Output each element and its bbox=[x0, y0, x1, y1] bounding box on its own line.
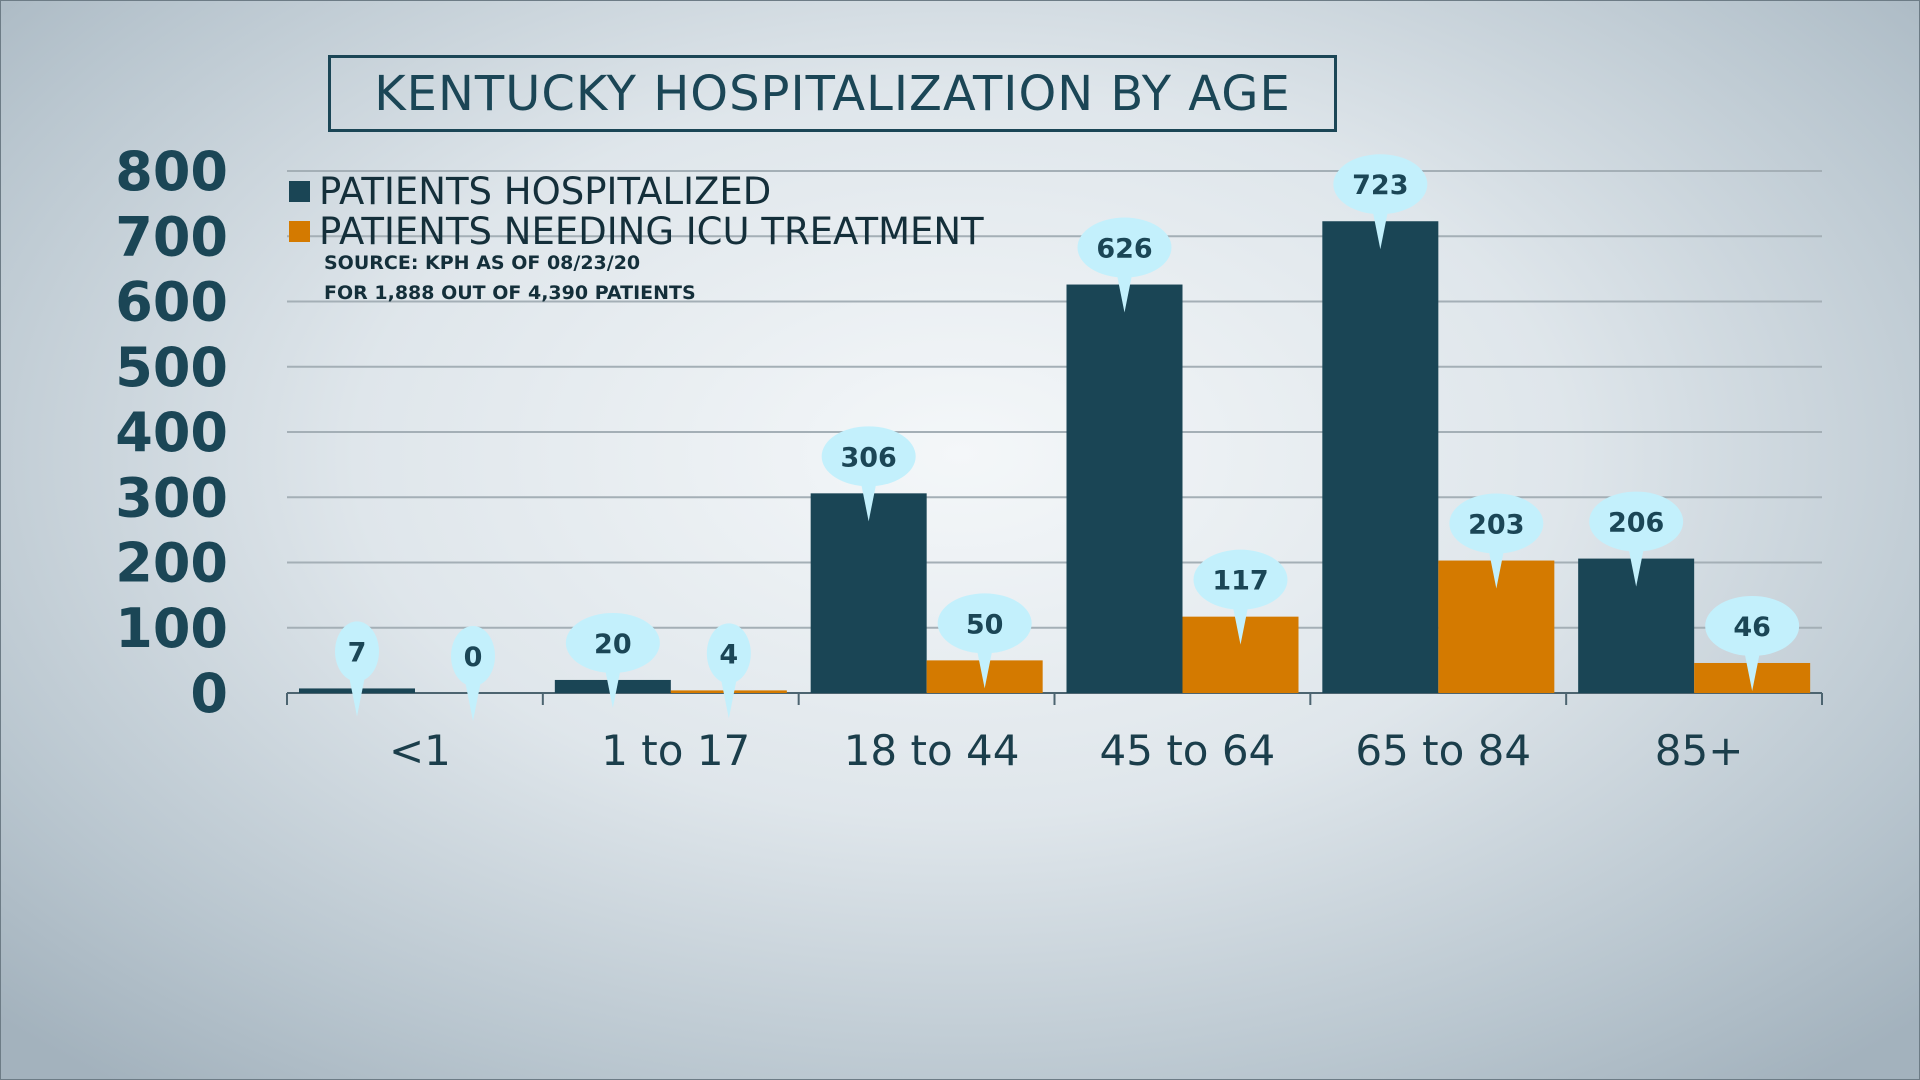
data-label-bubble bbox=[821, 426, 916, 487]
y-tick-label: 0 bbox=[190, 662, 228, 725]
data-label-bubble bbox=[451, 626, 495, 686]
data-label-bubble bbox=[706, 623, 751, 684]
x-tick-label: 45 to 64 bbox=[1100, 726, 1276, 775]
data-label-bubble bbox=[937, 593, 1032, 654]
bar-hospitalized bbox=[1322, 221, 1439, 693]
bar-hospitalized bbox=[810, 493, 927, 693]
data-label-bubble bbox=[1333, 154, 1428, 215]
data-label-pointer bbox=[1231, 599, 1250, 645]
legend-label: PATIENTS HOSPITALIZED bbox=[319, 170, 772, 213]
data-label-bubble bbox=[565, 612, 660, 673]
data-label-pointer bbox=[1743, 645, 1762, 691]
y-tick-label: 500 bbox=[115, 336, 228, 399]
y-tick-label: 200 bbox=[115, 532, 228, 595]
x-tick-label: <1 bbox=[389, 726, 451, 775]
data-label-bubble bbox=[335, 621, 379, 682]
source-note-count: FOR 1,888 OUT OF 4,390 PATIENTS bbox=[324, 282, 696, 304]
data-label: 117 bbox=[1212, 566, 1268, 597]
data-label-bubble bbox=[1449, 493, 1544, 554]
data-label-pointer bbox=[719, 673, 738, 719]
legend-item-hospitalized: PATIENTS HOSPITALIZED bbox=[289, 170, 771, 213]
data-label: 20 bbox=[594, 629, 632, 660]
data-label-pointer bbox=[464, 676, 482, 721]
x-tick-label: 18 to 44 bbox=[844, 726, 1020, 775]
data-label-bubble bbox=[1193, 549, 1288, 610]
data-label: 306 bbox=[840, 442, 896, 473]
x-tick-label: 65 to 84 bbox=[1355, 726, 1531, 775]
data-label-bubble bbox=[1077, 217, 1172, 278]
data-label-pointer bbox=[603, 662, 622, 708]
y-tick-label: 600 bbox=[115, 271, 228, 334]
data-label: 7 bbox=[348, 637, 367, 668]
y-tick-label: 700 bbox=[115, 205, 228, 268]
data-label-pointer bbox=[1115, 267, 1134, 313]
data-label: 206 bbox=[1608, 508, 1664, 539]
data-label-pointer bbox=[1627, 541, 1646, 587]
data-label-pointer bbox=[348, 671, 366, 717]
legend-swatch-hospitalized bbox=[289, 181, 310, 202]
x-tick-label: 85+ bbox=[1655, 726, 1744, 775]
data-label: 203 bbox=[1468, 510, 1524, 541]
data-label: 50 bbox=[966, 609, 1004, 640]
data-label: 46 bbox=[1733, 612, 1771, 643]
y-tick-label: 800 bbox=[115, 140, 228, 203]
x-tick-label: 1 to 17 bbox=[601, 726, 750, 775]
data-label: 723 bbox=[1352, 170, 1408, 201]
data-label-bubble bbox=[1589, 491, 1684, 552]
data-label-pointer bbox=[1487, 543, 1506, 589]
legend-item-icu: PATIENTS NEEDING ICU TREATMENT bbox=[289, 210, 984, 253]
legend-swatch-icu bbox=[289, 221, 310, 242]
data-label: 0 bbox=[464, 642, 483, 673]
chart-title: KENTUCKY HOSPITALIZATION BY AGE bbox=[328, 55, 1337, 132]
data-label: 626 bbox=[1096, 234, 1152, 265]
y-tick-label: 300 bbox=[115, 466, 228, 529]
data-label-bubble bbox=[1705, 595, 1800, 656]
data-label-pointer bbox=[859, 476, 878, 522]
data-label: 4 bbox=[719, 639, 738, 670]
data-label-pointer bbox=[975, 643, 994, 689]
data-label-pointer bbox=[1371, 204, 1390, 250]
legend-label: PATIENTS NEEDING ICU TREATMENT bbox=[319, 210, 984, 253]
y-tick-label: 100 bbox=[115, 597, 228, 660]
source-note: SOURCE: KPH AS OF 08/23/20 bbox=[324, 252, 641, 274]
y-tick-label: 400 bbox=[115, 401, 228, 464]
bar-hospitalized bbox=[1066, 284, 1183, 693]
